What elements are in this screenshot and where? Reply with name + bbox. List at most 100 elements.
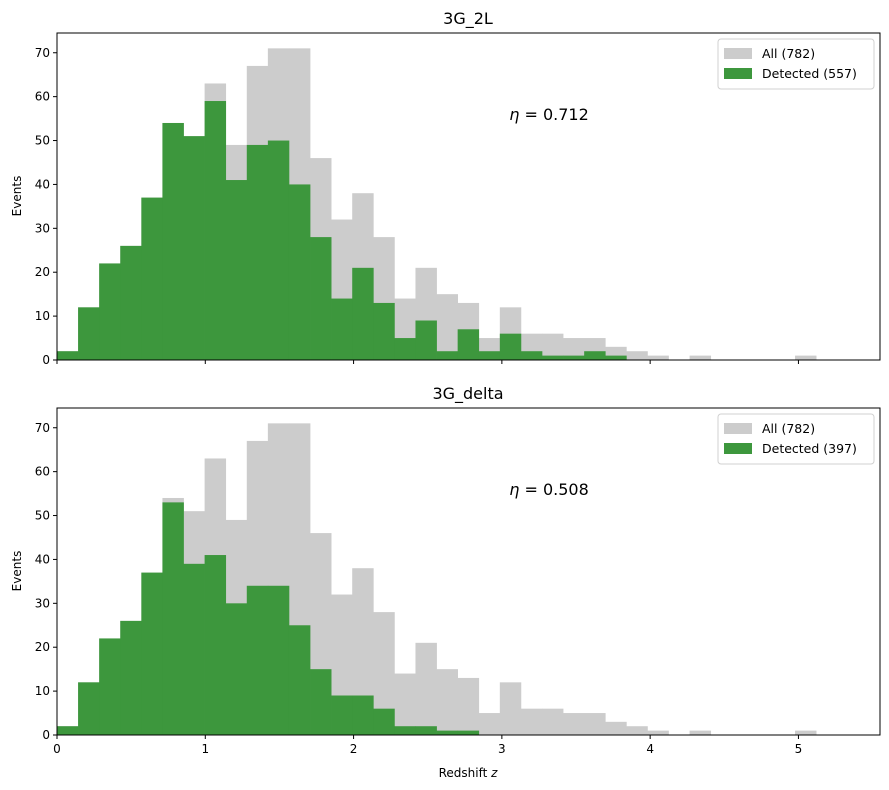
legend: All (782) Detected (397)	[717, 413, 875, 465]
y-tick-label: 70	[35, 421, 50, 435]
plot-title: 3G_2L	[443, 9, 493, 29]
y-axis-label: Events	[10, 176, 24, 217]
bar	[499, 682, 522, 735]
bar	[478, 351, 501, 360]
axes-frame	[56, 407, 881, 736]
legend-box	[717, 38, 875, 90]
bar	[415, 642, 437, 735]
bar	[394, 338, 416, 360]
bar	[541, 708, 564, 735]
bar	[352, 695, 374, 735]
bar	[394, 673, 416, 735]
y-tick-label: 50	[35, 509, 50, 523]
legend-label: All (782)	[762, 46, 815, 61]
y-tick-label: 30	[35, 596, 50, 610]
bar	[584, 351, 606, 360]
bar	[57, 726, 79, 735]
bar	[626, 351, 648, 360]
bar	[415, 320, 437, 360]
bar	[288, 184, 311, 360]
y-tick-label: 20	[35, 640, 50, 654]
bar	[162, 122, 184, 360]
bar	[183, 136, 205, 360]
bar	[331, 298, 353, 360]
bar	[436, 294, 458, 360]
bar	[120, 245, 142, 360]
bar	[689, 730, 712, 735]
bar	[647, 355, 669, 360]
y-tick-label: 30	[35, 221, 50, 235]
y-tick-label: 40	[35, 177, 50, 191]
bar	[183, 563, 205, 735]
x-tick-label: 4	[646, 742, 654, 756]
bar	[225, 603, 248, 735]
bar	[352, 568, 374, 735]
y-tick-label: 60	[35, 90, 50, 104]
subplot-3g-2l: 3G_2L Events 0 10 20 30 40 50 60 70 η = 0.712 All…	[10, 9, 881, 367]
x-tick-label: 2	[350, 742, 358, 756]
x-tick-label: 1	[201, 742, 209, 756]
legend-swatch	[724, 423, 752, 434]
bar	[162, 502, 184, 735]
legend-label: All (782)	[762, 421, 815, 436]
bar	[141, 572, 163, 735]
bar	[563, 338, 585, 360]
bar	[267, 585, 290, 735]
bar	[541, 355, 564, 360]
y-tick-label: 10	[35, 684, 50, 698]
plot-area: 0 10 20 30 40 50 60 70 0 1 2 3 4 5 η = 0.508 All (782) D…	[35, 407, 881, 756]
bar	[204, 555, 227, 735]
x-tick-label: 5	[795, 742, 803, 756]
bar	[204, 101, 227, 360]
y-tick-label: 0	[42, 728, 50, 742]
bar	[331, 695, 353, 735]
y-tick-label: 10	[35, 309, 50, 323]
bar	[99, 638, 121, 735]
bar	[78, 682, 100, 735]
efficiency-annotation: η = 0.508	[509, 480, 589, 499]
y-tick-label: 50	[35, 134, 50, 148]
bar	[436, 351, 458, 360]
bar	[394, 726, 416, 735]
bar	[457, 329, 480, 360]
bar	[415, 726, 437, 735]
bar	[373, 708, 395, 735]
x-axis-label: Redshift z	[439, 766, 499, 780]
legend-label: Detected (397)	[762, 441, 857, 456]
x-tick-label: 0	[53, 742, 61, 756]
bar	[605, 721, 627, 735]
legend-swatch	[724, 68, 752, 79]
subplot-3g-delta: 3G_delta Events Redshift z 0102030405060…	[10, 384, 881, 780]
bar	[795, 730, 817, 735]
bar	[647, 730, 669, 735]
x-tick-label: 3	[498, 742, 506, 756]
y-tick-label: 20	[35, 265, 50, 279]
legend: All (782) Detected (557)	[717, 38, 875, 90]
bar	[310, 237, 332, 360]
bar	[373, 302, 395, 360]
bar	[246, 585, 269, 735]
x-axis-label-variable: z	[490, 766, 498, 780]
bar	[78, 307, 100, 360]
bar	[352, 267, 374, 360]
bar	[563, 355, 585, 360]
bar	[310, 669, 332, 735]
y-tick-label: 40	[35, 552, 50, 566]
bar	[563, 713, 585, 735]
bar	[57, 351, 79, 360]
plot-title: 3G_delta	[432, 384, 503, 404]
bar	[436, 669, 458, 735]
axes-frame	[56, 32, 881, 361]
bar	[120, 620, 142, 735]
bar	[267, 140, 290, 360]
y-tick-label: 60	[35, 465, 50, 479]
series-detected	[57, 502, 480, 735]
bar	[795, 355, 817, 360]
series-detected	[57, 101, 627, 360]
bar	[436, 730, 458, 735]
legend-label: Detected (557)	[762, 66, 857, 81]
bar	[457, 730, 480, 735]
bar	[499, 333, 522, 360]
bar	[626, 726, 648, 735]
bar	[478, 713, 501, 735]
